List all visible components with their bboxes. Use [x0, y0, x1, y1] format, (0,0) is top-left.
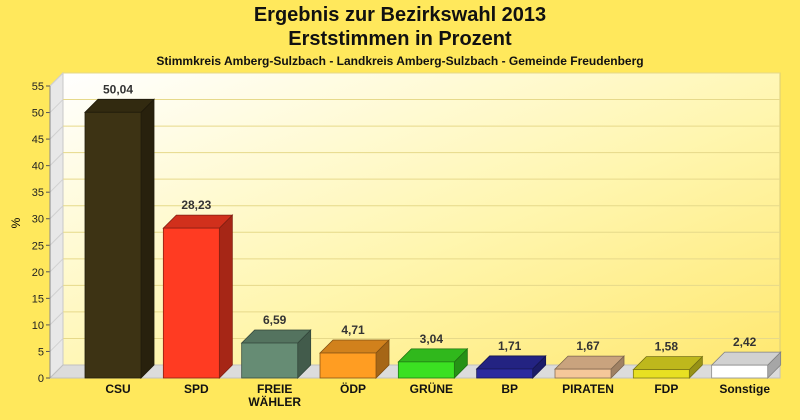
bar-side: [218, 214, 233, 379]
y-tick-label: 10: [32, 320, 44, 332]
y-tick-label: 45: [32, 134, 44, 146]
gridline-side: [49, 231, 64, 246]
chart-title: Ergebnis zur Bezirkswahl 2013: [253, 4, 547, 26]
bar-front: [241, 342, 299, 379]
gridline-side: [49, 125, 64, 140]
bar-front: [319, 352, 377, 379]
bar-front: [397, 361, 455, 379]
data-label: 4,71: [341, 323, 365, 337]
bar-4: [397, 347, 469, 379]
y-tick-label: 40: [32, 161, 44, 173]
x-tick-label: WÄHLER: [248, 394, 301, 409]
x-tick-label: FREIE: [257, 382, 292, 396]
gridline-side: [49, 152, 64, 166]
bar-6: [554, 355, 625, 379]
chart-caption: Stimmkreis Amberg-Sulzbach - Landkreis A…: [156, 54, 644, 68]
bar-3: [319, 339, 390, 379]
bar-0: [84, 98, 155, 379]
gridline-side: [49, 338, 64, 352]
bar-front: [476, 368, 534, 379]
gridline-side: [49, 99, 64, 113]
y-tick-label: 5: [38, 346, 44, 358]
data-label: 28,23: [181, 198, 211, 212]
y-tick-label: 30: [32, 214, 44, 226]
x-tick-label: CSU: [105, 382, 130, 396]
bar-side: [140, 98, 155, 379]
bar-front: [632, 369, 690, 379]
y-tick-label: 55: [32, 81, 44, 93]
y-tick-label: 35: [32, 187, 44, 199]
x-tick-label: PIRATEN: [562, 382, 614, 396]
y-tick-label: 50: [32, 108, 44, 120]
bar-front: [711, 364, 769, 379]
bar-front: [162, 227, 220, 379]
gridline-side: [49, 205, 64, 220]
gridline-side: [49, 178, 64, 193]
bar-5: [475, 354, 547, 379]
bar-front: [554, 368, 612, 379]
plot-left-wall: [49, 71, 64, 380]
bar-8: [710, 351, 782, 379]
chart-subtitle: Erststimmen in Prozent: [288, 28, 512, 50]
gridline-side: [49, 285, 64, 299]
data-label: 2,42: [733, 335, 757, 349]
y-axis-label: %: [9, 217, 23, 228]
gridline-side: [49, 72, 64, 87]
gridline-side: [49, 258, 64, 273]
data-label: 6,59: [263, 313, 287, 327]
x-tick-label: BP: [501, 382, 518, 396]
data-label: 1,71: [498, 339, 522, 353]
x-tick-label: GRÜNE: [410, 381, 453, 396]
gridline-side: [49, 311, 64, 326]
data-label: 1,67: [576, 339, 600, 353]
x-tick-label: Sonstige: [719, 382, 770, 396]
x-tick-label: ÖDP: [340, 381, 366, 396]
x-tick-label: SPD: [184, 382, 209, 396]
y-tick-label: 20: [32, 267, 44, 279]
bar-7: [632, 355, 704, 379]
bar-2: [240, 329, 312, 379]
y-tick-label: 25: [32, 240, 44, 252]
y-tick-label: 15: [32, 293, 44, 305]
data-label: 3,04: [420, 332, 444, 346]
bar-1: [162, 214, 234, 379]
x-tick-label: FDP: [654, 382, 678, 396]
bar-front: [84, 111, 142, 379]
data-label: 50,04: [103, 82, 133, 96]
data-label: 1,58: [655, 340, 679, 354]
y-tick-label: 0: [38, 373, 44, 385]
